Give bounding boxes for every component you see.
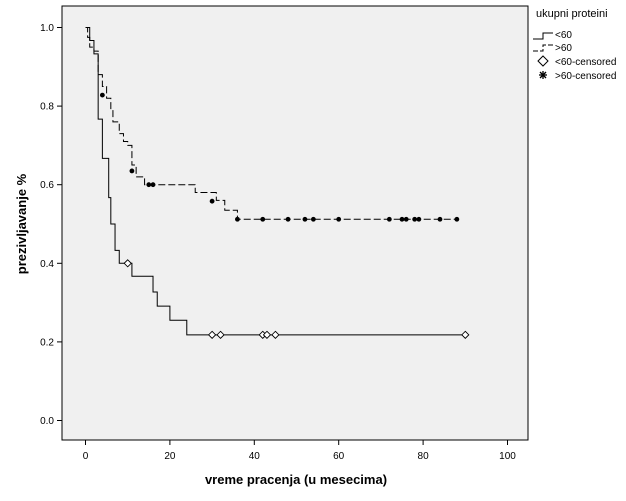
- legend-entry-gt60-censored: >60-censored: [555, 71, 616, 82]
- censored-marker-gt60: [146, 182, 152, 188]
- censored-marker-gt60: [399, 216, 405, 222]
- plot-lines: [85, 27, 466, 336]
- censored-marker-gt60: [235, 216, 240, 222]
- x-axis-ticks: 0 20 40 60 80 100: [83, 440, 516, 462]
- x-tick-label: 40: [249, 451, 261, 462]
- censored-marker-gt60: [437, 216, 443, 222]
- censored-marker-gt60: [412, 216, 418, 222]
- censored-marker-lt60: [271, 330, 280, 339]
- censored-marker-gt60: [129, 168, 135, 174]
- censored-marker-gt60: [260, 216, 266, 222]
- legend-entry-lt60: <60: [555, 30, 572, 41]
- censored-marker-gt60: [386, 216, 392, 222]
- legend-entry-gt60: >60: [555, 43, 572, 54]
- legend-swatch-lt60: [533, 32, 553, 40]
- y-tick-label: 0.8: [40, 102, 54, 113]
- legend-diamond-icon: [537, 55, 549, 67]
- y-axis-ticks: 0.0 0.2 0.4 0.6 0.8 1.0: [40, 23, 62, 427]
- legend-title: ukupni proteini: [536, 8, 608, 20]
- legend: ukupni proteini <60 >60 <60-censored >60…: [533, 8, 616, 82]
- x-tick-label: 60: [333, 451, 345, 462]
- x-tick-label: 100: [499, 451, 516, 462]
- censored-marker-gt60: [403, 216, 409, 222]
- censored-marker-gt60: [336, 216, 342, 222]
- plot-background: [61, 5, 529, 441]
- x-tick-label: 0: [83, 451, 89, 462]
- plot-markers: [99, 92, 470, 339]
- censored-marker-lt60: [461, 330, 470, 339]
- legend-swatch-gt60: [533, 44, 553, 52]
- censored-marker-lt60: [123, 259, 132, 268]
- y-tick-label: 0.0: [40, 416, 54, 427]
- x-tick-label: 20: [164, 451, 176, 462]
- censored-marker-gt60: [416, 216, 422, 222]
- censored-marker-gt60: [99, 92, 105, 98]
- x-axis-title: vreme pracenja (u mesecima): [205, 472, 387, 487]
- survival-curve-gt60: [85, 27, 457, 220]
- x-tick-label: 80: [418, 451, 430, 462]
- y-tick-label: 0.4: [40, 259, 54, 270]
- censored-marker-gt60: [302, 216, 308, 222]
- legend-entry-lt60-censored: <60-censored: [555, 57, 616, 68]
- censored-marker-gt60: [454, 216, 460, 222]
- y-tick-label: 0.2: [40, 337, 54, 348]
- survival-curve-lt60: [85, 27, 466, 336]
- legend-star-icon: [539, 71, 547, 79]
- y-tick-label: 1.0: [40, 23, 54, 34]
- y-tick-label: 0.6: [40, 180, 54, 191]
- censored-marker-lt60: [207, 330, 217, 339]
- censored-marker-lt60: [216, 330, 225, 339]
- censored-marker-lt60: [262, 330, 272, 339]
- censored-marker-gt60: [310, 216, 316, 222]
- censored-marker-gt60: [209, 198, 215, 204]
- y-axis-title: prezivljavanje %: [14, 173, 29, 274]
- censored-marker-gt60: [150, 182, 156, 188]
- censored-marker-gt60: [285, 216, 291, 222]
